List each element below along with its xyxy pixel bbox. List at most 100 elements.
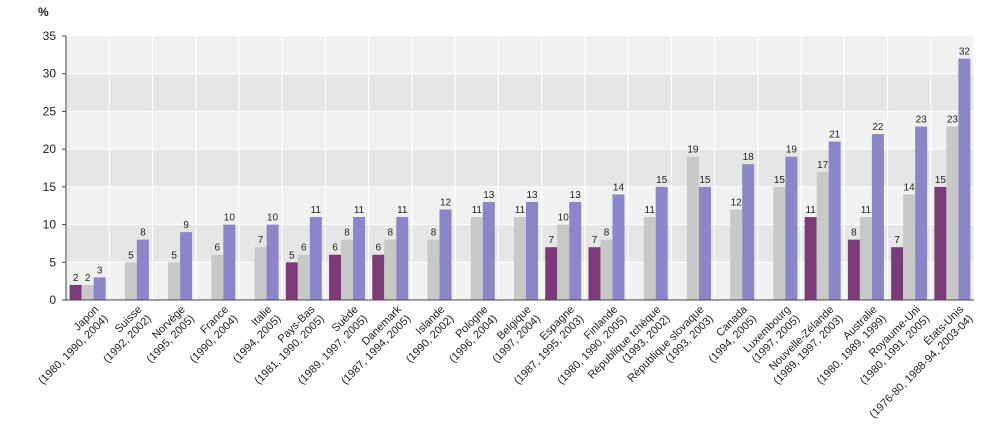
- bar-b: [600, 239, 613, 300]
- bar-b: [341, 239, 354, 300]
- data-label: 11: [805, 205, 816, 216]
- bar-b: [773, 186, 786, 300]
- data-label: 12: [731, 197, 743, 208]
- bar-c: [526, 201, 538, 300]
- data-label: 6: [301, 243, 307, 254]
- data-label: 8: [604, 228, 610, 239]
- data-label: 15: [774, 175, 786, 186]
- data-label: 6: [215, 243, 221, 254]
- bar-c: [915, 126, 928, 300]
- data-label: 11: [645, 205, 656, 216]
- bar-b: [557, 224, 570, 300]
- data-label: 22: [872, 122, 884, 133]
- data-label: 17: [817, 160, 829, 171]
- bar-b: [903, 194, 916, 300]
- data-label: 14: [613, 182, 625, 193]
- bar-a: [804, 217, 817, 300]
- data-label: 11: [515, 205, 526, 216]
- bar-a: [847, 239, 860, 300]
- bar-b: [211, 254, 224, 300]
- bar-c: [785, 156, 798, 300]
- y-tick-label: 0: [49, 293, 56, 307]
- y-axis: 0 5 10 15 20 25 30 35: [43, 29, 67, 307]
- bar-b: [297, 254, 310, 300]
- data-label: 10: [267, 213, 279, 224]
- data-label: 15: [656, 175, 668, 186]
- data-label: 13: [526, 190, 538, 201]
- bar-c: [309, 217, 322, 300]
- data-label: 5: [128, 250, 134, 261]
- data-label: 11: [354, 205, 365, 216]
- data-label: 15: [935, 175, 947, 186]
- bar-b: [124, 262, 137, 300]
- data-label: 8: [140, 228, 146, 239]
- bar-b: [470, 217, 483, 300]
- bar-c: [871, 134, 884, 300]
- bar-b: [816, 171, 829, 300]
- data-label: 11: [861, 205, 872, 216]
- bar-b: [254, 247, 267, 300]
- bar-b: [427, 239, 440, 300]
- x-tick-label-group: Japon(1980, 1990, 2004): [36, 304, 110, 387]
- bar-c: [612, 194, 625, 300]
- data-label: 6: [332, 243, 338, 254]
- bar-c: [828, 141, 841, 300]
- bar-b: [686, 156, 699, 300]
- bar-c: [742, 164, 755, 300]
- bar-a: [69, 284, 82, 300]
- y-tick-label: 15: [43, 180, 57, 194]
- data-label: 11: [397, 205, 408, 216]
- bar-b: [730, 209, 743, 300]
- bar-b: [384, 239, 397, 300]
- plot-band: [66, 111, 974, 150]
- data-label: 2: [73, 273, 79, 284]
- bar-a: [329, 254, 342, 300]
- bar-b: [859, 217, 872, 300]
- data-label: 19: [786, 145, 798, 156]
- data-label: 6: [376, 243, 382, 254]
- bar-b: [946, 126, 959, 300]
- y-tick-label: 25: [43, 104, 57, 118]
- data-label: 9: [183, 220, 189, 231]
- data-label: 21: [829, 130, 841, 141]
- plot-band: [66, 73, 974, 112]
- bar-c: [180, 232, 193, 300]
- bar-c: [353, 217, 366, 300]
- bar-b: [514, 217, 526, 300]
- data-label: 2: [85, 273, 91, 284]
- bar-c: [136, 239, 149, 300]
- bar-c: [266, 224, 279, 300]
- data-label: 8: [431, 228, 437, 239]
- data-label: 13: [570, 190, 582, 201]
- data-label: 8: [388, 228, 394, 239]
- bar-a: [372, 254, 385, 300]
- data-label: 18: [743, 152, 755, 163]
- data-label: 15: [699, 175, 711, 186]
- y-tick-label: 35: [43, 29, 57, 43]
- data-label: 10: [558, 213, 570, 224]
- data-label: 11: [311, 205, 322, 216]
- data-label: 19: [687, 145, 699, 156]
- bar-b: [168, 262, 181, 300]
- data-label: 7: [548, 235, 554, 246]
- y-tick-label: 5: [49, 255, 56, 269]
- bar-a: [588, 247, 601, 300]
- plot-band: [66, 36, 974, 74]
- y-tick-label: 30: [43, 67, 57, 81]
- data-label: 12: [440, 197, 452, 208]
- data-label: 5: [171, 250, 177, 261]
- bar-a: [934, 186, 947, 300]
- bar-c: [93, 277, 106, 300]
- data-label: 32: [959, 47, 971, 58]
- data-label: 11: [472, 205, 483, 216]
- y-tick-label: 10: [43, 218, 57, 232]
- value-labels: 2 235859610710561168116811812111311137101…: [73, 47, 971, 284]
- data-label: 13: [483, 190, 495, 201]
- bar-b: [81, 284, 94, 300]
- bar-a: [891, 247, 904, 300]
- data-label: 7: [258, 235, 264, 246]
- data-label: 8: [344, 228, 350, 239]
- bar-b: [643, 217, 656, 300]
- bar-c: [396, 217, 409, 300]
